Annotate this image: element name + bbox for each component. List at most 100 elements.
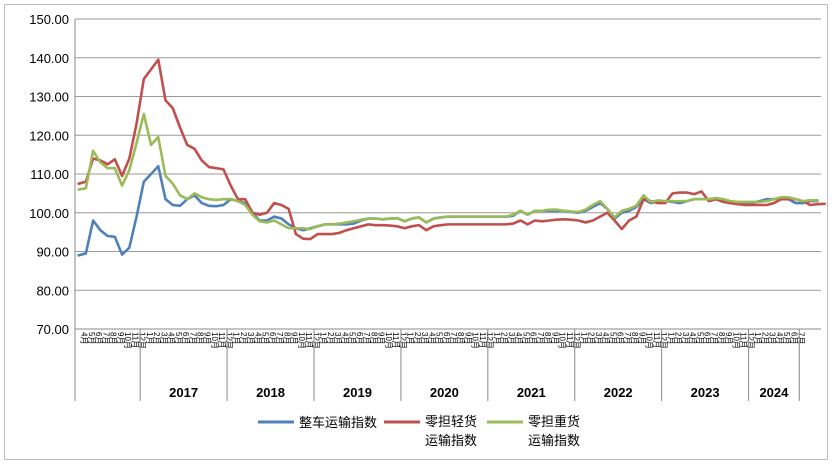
gridlines [75,18,821,330]
legend-label-2a: 零担轻货 [425,414,477,430]
x-tick-label: 10月 [558,332,567,349]
x-tick-label: 12月 [659,332,668,349]
x-tick-label: 9月 [550,332,559,344]
x-tick-label: 3月 [681,332,690,344]
legend: 整车运输指数 零担轻货 运输指数 零担重货 运输指数 [258,414,580,449]
year-label-2024: 2024 [759,385,789,400]
x-tick-label: 6月 [789,332,798,344]
x-tick-label: 1月 [145,332,154,344]
x-tick-label: 8月 [109,332,118,344]
y-tick-label-5: 120.00 [29,128,69,143]
x-tick-label: 4月 [167,332,176,344]
x-tick-label: 4月 [601,332,610,344]
x-tick-label: 6月 [94,332,103,344]
x-tick-label: 7月 [536,332,545,344]
x-tick-label: 11月 [478,332,487,348]
x-tick-label: 9月 [116,332,125,344]
x-tick-label: 6月 [442,332,451,344]
x-tick-label: 5月 [435,332,444,344]
x-tick-label: 10月 [645,332,654,349]
series-line-3 [77,112,819,231]
x-tick-label: 5月 [521,332,530,344]
y-axis: 70.00 80.00 90.00 100.00 110.00 120.00 130.00 1… [29,12,76,337]
y-tick-label-1: 80.00 [36,283,69,298]
x-tick-label: 4月 [688,332,697,344]
x-tick-label: 2月 [413,332,422,344]
x-tick-label: 10月 [123,332,132,349]
x-tick-label: 2月 [760,332,769,344]
year-label-2020: 2020 [430,385,459,400]
x-tick-label: 5月 [174,332,183,344]
x-tick-label: 9月 [463,332,472,344]
x-tick-label: 10月 [297,332,306,349]
legend-label-1: 整车运输指数 [299,415,377,431]
x-tick-label: 11月 [652,332,661,348]
x-tick-label: 6月 [181,332,190,344]
x-tick-label: 8月 [456,332,465,344]
x-tick-label: 6月 [355,332,364,344]
x-tick-label: 6月 [702,332,711,344]
x-tick-label: 3月 [159,332,168,344]
year-label-2021: 2021 [517,385,546,400]
year-label-2022: 2022 [604,385,633,400]
x-tick-label: 4月 [80,332,89,344]
x-tick-label: 11月 [391,332,400,348]
x-tick-label: 5月 [782,332,791,344]
x-tick-label: 2月 [239,332,248,344]
x-tick-label: 9月 [203,332,212,344]
x-tick-label: 7月 [623,332,632,344]
legend-item-3: 零担重货 运输指数 [487,414,580,449]
legend-label-2b: 运输指数 [425,433,477,449]
legend-label-3b: 运输指数 [528,433,580,449]
x-tick-label: 2月 [326,332,335,344]
x-tick-label: 4月 [340,332,349,344]
x-tick-label: 5月 [348,332,357,344]
x-tick-label: 11月 [217,332,226,348]
x-tick-label: 12月 [224,332,233,349]
year-label-2019: 2019 [343,385,372,400]
x-tick-label: 7月 [275,332,284,344]
x-tick-label: 10月 [384,332,393,349]
y-tick-label-6: 130.00 [29,90,69,105]
x-tick-label: 7月 [101,332,110,344]
x-tick-label: 10月 [731,332,740,349]
x-tick-label: 3月 [507,332,516,344]
x-tick-label: 12月 [138,332,147,349]
x-tick-label: 1月 [492,332,501,344]
x-tick-label: 4月 [253,332,262,344]
x-tick-label: 8月 [196,332,205,344]
x-tick-label: 11月 [565,332,574,348]
x-tick-label: 4月 [514,332,523,344]
chart-frame: 70.00 80.00 90.00 100.00 110.00 120.00 130.00 1… [4,4,828,460]
x-tick-label: 6月 [616,332,625,344]
x-tick-label: 10月 [210,332,219,349]
x-tick-label: 12月 [746,332,755,349]
x-tick-label: 2月 [500,332,509,344]
x-tick-label: 10月 [471,332,480,349]
x-tick-label: 5月 [695,332,704,344]
x-tick-label: 9月 [724,332,733,344]
x-tick-label: 1月 [319,332,328,344]
x-tick-label: 3月 [420,332,429,344]
year-label-2018: 2018 [256,385,285,400]
x-tick-label: 12月 [311,332,320,349]
x-tick-label: 2月 [152,332,161,344]
x-tick-label: 11月 [130,332,139,348]
x-tick-label: 1月 [232,332,241,344]
x-tick-label: 2月 [587,332,596,344]
x-tick-label: 4月 [427,332,436,344]
x-tick-label: 8月 [717,332,726,344]
line-chart: 70.00 80.00 90.00 100.00 110.00 120.00 130.00 1… [29,12,826,449]
x-tick-label: 8月 [630,332,639,344]
x-tick-label: 4月 [775,332,784,344]
x-tick-label: 11月 [739,332,748,348]
x-tick-label: 7月 [449,332,458,344]
year-label-2023: 2023 [691,385,720,400]
x-tick-label: 1月 [406,332,415,344]
x-tick-label: 3月 [333,332,342,344]
x-tick-label: 9月 [377,332,386,344]
x-tick-label: 5月 [261,332,270,344]
x-tick-label: 1月 [579,332,588,344]
x-tick-label: 12月 [398,332,407,349]
x-tick-label: 3月 [768,332,777,344]
